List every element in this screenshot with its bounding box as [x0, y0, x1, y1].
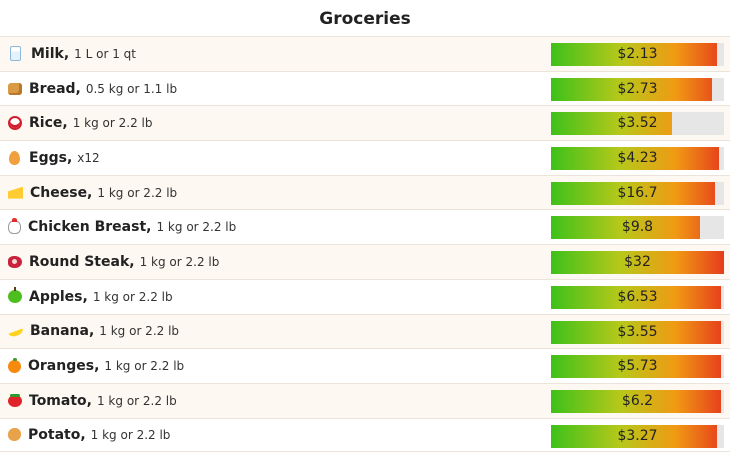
item-label: Tomato, 1 kg or 2.2 lb	[8, 384, 177, 418]
item-label: Potato, 1 kg or 2.2 lb	[8, 419, 170, 452]
list-item: Cheese, 1 kg or 2.2 lb $16.7	[0, 174, 730, 210]
egg-icon	[9, 150, 20, 165]
price-value: $6.2	[621, 392, 654, 409]
grocery-list: Milk, 1 L or 1 qt $2.13 Bread, 0.5 kg or 1.1…	[0, 36, 730, 452]
apple-icon	[8, 287, 22, 304]
price-value: $3.27	[617, 427, 658, 444]
list-item: Banana, 1 kg or 2.2 lb $3.55	[0, 313, 730, 349]
item-label: Eggs, x12	[8, 141, 100, 175]
cheese-icon	[8, 186, 23, 199]
list-item: Bread, 0.5 kg or 1.1 lb $2.73	[0, 70, 730, 106]
price-bar-fill	[551, 43, 718, 66]
list-item: Apples, 1 kg or 2.2 lb $6.53	[0, 278, 730, 314]
price-value: $16.7	[617, 184, 658, 201]
list-item: Tomato, 1 kg or 2.2 lb $6.2	[0, 382, 730, 418]
list-item: Milk, 1 L or 1 qt $2.13	[0, 36, 730, 71]
item-name: Bread,	[29, 80, 81, 97]
item-label: Rice, 1 kg or 2.2 lb	[8, 106, 152, 140]
price-bar-fill	[551, 251, 724, 275]
price-bar-fill	[551, 112, 673, 136]
item-label: Apples, 1 kg or 2.2 lb	[8, 280, 173, 314]
item-unit: 1 kg or 2.2 lb	[97, 185, 178, 200]
item-unit: 1 kg or 2.2 lb	[156, 220, 237, 235]
price-bar-fill	[551, 147, 719, 171]
price-bar: $2.13	[551, 43, 724, 66]
item-name: Tomato,	[29, 392, 92, 409]
item-unit: 1 kg or 2.2 lb	[96, 393, 177, 408]
item-name: Oranges,	[28, 358, 100, 375]
item-label: Chicken Breast, 1 kg or 2.2 lb	[8, 210, 236, 244]
price-value: $5.73	[617, 358, 658, 375]
price-bar-fill	[551, 285, 721, 309]
price-bar-fill	[551, 320, 721, 344]
price-bar: $3.27	[551, 424, 724, 448]
price-bar: $32	[551, 251, 724, 275]
price-value: $4.23	[617, 150, 658, 167]
price-bar: $3.52	[551, 112, 724, 136]
price-bar: $6.53	[551, 285, 724, 309]
item-unit: 1 kg or 2.2 lb	[139, 254, 220, 269]
item-label: Cheese, 1 kg or 2.2 lb	[8, 176, 177, 210]
price-value: $6.53	[617, 288, 658, 305]
item-label: Oranges, 1 kg or 2.2 lb	[8, 349, 184, 383]
item-name: Banana,	[30, 323, 95, 340]
item-name: Eggs,	[29, 149, 73, 166]
item-unit: 1 L or 1 qt	[74, 46, 136, 61]
item-label: Banana, 1 kg or 2.2 lb	[6, 315, 180, 349]
price-value: $2.13	[617, 46, 658, 62]
item-name: Milk,	[31, 45, 70, 62]
item-unit: x12	[77, 150, 100, 165]
item-label: Round Steak, 1 kg or 2.2 lb	[8, 245, 219, 279]
rice-icon	[8, 116, 22, 131]
list-item: Chicken Breast, 1 kg or 2.2 lb $9.8	[0, 209, 730, 245]
price-bar: $9.8	[551, 216, 724, 240]
price-bar-fill	[551, 355, 721, 379]
item-name: Chicken Breast,	[28, 219, 152, 236]
price-value: $32	[624, 254, 651, 271]
tomato-icon	[8, 393, 22, 407]
price-value: $3.55	[617, 323, 658, 340]
price-bar: $2.73	[551, 77, 724, 101]
chicken-icon	[8, 218, 21, 235]
item-unit: 1 kg or 2.2 lb	[72, 116, 153, 131]
item-label: Bread, 0.5 kg or 1.1 lb	[8, 72, 177, 106]
price-bar: $3.55	[551, 320, 724, 344]
item-name: Round Steak,	[29, 253, 135, 270]
price-value: $9.8	[621, 219, 654, 236]
potato-icon	[8, 428, 21, 442]
item-unit: 1 kg or 2.2 lb	[99, 324, 180, 339]
item-unit: 1 kg or 2.2 lb	[104, 359, 185, 374]
item-name: Cheese,	[30, 184, 93, 201]
steak-icon	[8, 255, 22, 268]
price-bar-fill	[551, 181, 716, 205]
list-item: Round Steak, 1 kg or 2.2 lb $32	[0, 244, 730, 279]
page-title: Groceries	[319, 9, 411, 29]
price-bar-fill	[551, 389, 721, 413]
price-bar-fill	[551, 77, 712, 101]
price-value: $2.73	[617, 80, 658, 97]
item-unit: 0.5 kg or 1.1 lb	[85, 81, 178, 96]
list-item: Rice, 1 kg or 2.2 lb $3.52	[0, 105, 730, 141]
price-bar: $6.2	[551, 389, 724, 413]
list-item: Oranges, 1 kg or 2.2 lb $5.73	[0, 348, 730, 383]
list-item: Potato, 1 kg or 2.2 lb $3.27	[0, 417, 730, 452]
item-label: Milk, 1 L or 1 qt	[8, 37, 136, 71]
price-value: $3.52	[617, 115, 658, 132]
price-bar: $5.73	[551, 355, 724, 379]
item-name: Apples,	[29, 288, 88, 305]
price-bar-fill	[551, 216, 700, 240]
item-name: Potato,	[28, 426, 86, 443]
price-bar-fill	[551, 424, 718, 448]
item-unit: 1 kg or 2.2 lb	[90, 427, 171, 442]
milk-icon	[10, 46, 21, 62]
item-unit: 1 kg or 2.2 lb	[92, 289, 173, 304]
price-bar: $16.7	[551, 181, 724, 205]
orange-icon	[8, 357, 21, 373]
bread-icon	[8, 82, 22, 95]
list-item: Eggs, x12 $4.23	[0, 140, 730, 175]
price-bar: $4.23	[551, 147, 724, 171]
item-name: Rice,	[29, 115, 68, 132]
banana-icon	[6, 324, 25, 339]
